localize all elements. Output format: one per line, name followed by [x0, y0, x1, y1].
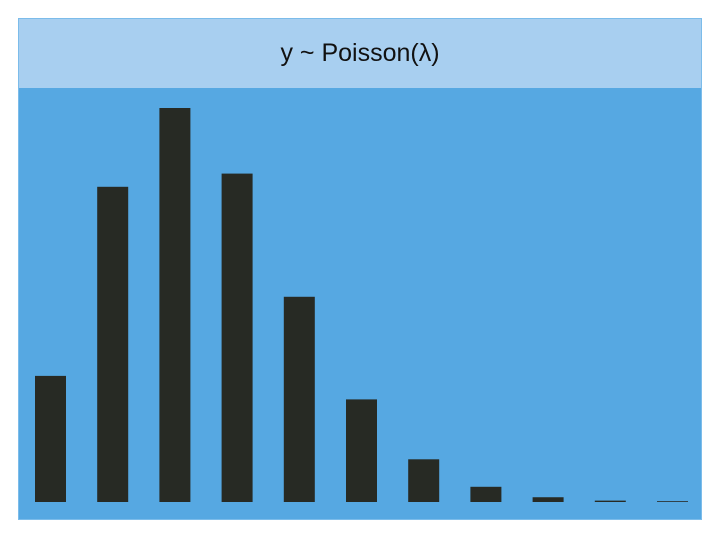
- chart-panel: y ~ Poisson(λ): [18, 18, 702, 520]
- bar-1: [97, 186, 129, 503]
- plot-area: [35, 108, 688, 503]
- bar-9: [594, 500, 626, 502]
- bar-0: [35, 375, 66, 502]
- bar-6: [408, 459, 440, 502]
- chart-title: y ~ Poisson(λ): [280, 39, 440, 67]
- bar-5: [346, 399, 377, 502]
- bar-7: [470, 486, 502, 502]
- bar-3: [221, 173, 253, 502]
- chart-header: y ~ Poisson(λ): [19, 19, 701, 88]
- bar-2: [159, 108, 191, 502]
- bar-10: [657, 501, 688, 502]
- bar-4: [283, 296, 315, 502]
- bar-8: [532, 497, 564, 502]
